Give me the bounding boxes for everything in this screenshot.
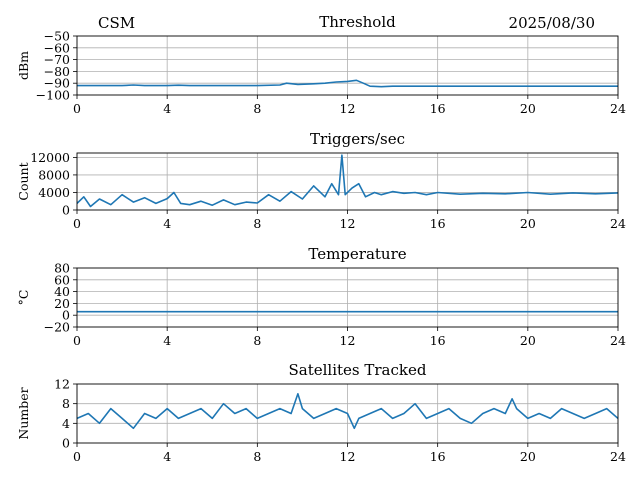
y-tick-label: −100 bbox=[36, 88, 70, 103]
y-tick-label: −90 bbox=[44, 76, 70, 91]
y-tick-label: 4000 bbox=[38, 185, 70, 200]
y-axis-label: °C bbox=[16, 290, 31, 306]
header-left-label: CSM bbox=[98, 14, 135, 32]
chart-title: Triggers/sec bbox=[310, 130, 405, 148]
x-tick-label: 12 bbox=[340, 449, 356, 464]
y-tick-label: −20 bbox=[44, 320, 70, 335]
x-tick-label: 16 bbox=[430, 216, 446, 231]
chart-title: Satellites Tracked bbox=[289, 361, 427, 379]
x-tick-label: 24 bbox=[610, 333, 626, 348]
y-tick-label: 0 bbox=[62, 203, 70, 218]
x-tick-label: 8 bbox=[253, 333, 261, 348]
y-tick-label: −80 bbox=[44, 64, 70, 79]
plot-frame bbox=[76, 152, 619, 211]
x-tick-label: 0 bbox=[73, 333, 81, 348]
series-line bbox=[77, 154, 618, 208]
x-tick-label: 0 bbox=[73, 449, 81, 464]
chart-panel-1: Threshold 0 4 8 12 16 20 24 −50−60−70−80−90−100 d… bbox=[16, 13, 626, 116]
y-axis-label: Number bbox=[16, 387, 31, 439]
x-tick-label: 0 bbox=[73, 101, 81, 116]
x-tick-label: 12 bbox=[340, 101, 356, 116]
plot-frame bbox=[76, 267, 619, 328]
x-tick-label: 8 bbox=[253, 101, 261, 116]
y-tick-label: 12000 bbox=[30, 150, 70, 165]
chart-title: Threshold bbox=[319, 13, 396, 31]
x-tick-label: 24 bbox=[610, 101, 626, 116]
x-tick-label: 4 bbox=[163, 449, 171, 464]
y-tick-label: −70 bbox=[44, 52, 70, 67]
x-tick-label: 4 bbox=[163, 216, 171, 231]
series-line bbox=[77, 392, 618, 430]
x-tick-label: 16 bbox=[430, 333, 446, 348]
x-tick-label: 8 bbox=[253, 216, 261, 231]
x-tick-label: 12 bbox=[340, 333, 356, 348]
y-axis-label: dBm bbox=[16, 51, 31, 80]
chart-title: Temperature bbox=[308, 245, 406, 263]
x-tick-label: 20 bbox=[520, 333, 536, 348]
y-tick-label: 0 bbox=[62, 436, 70, 451]
chart-panel-2: Triggers/sec 0 4 8 12 16 20 24 0 4000 8000 12000Cou… bbox=[16, 130, 626, 231]
x-tick-label: 24 bbox=[610, 449, 626, 464]
y-tick-label: 60 bbox=[54, 272, 70, 287]
y-tick-label: 8000 bbox=[38, 167, 70, 182]
series-line bbox=[77, 79, 618, 88]
y-tick-label: 20 bbox=[54, 296, 70, 311]
y-tick-label: 4 bbox=[62, 416, 70, 431]
y-tick-label: 12 bbox=[54, 377, 70, 392]
x-tick-label: 4 bbox=[163, 101, 171, 116]
y-tick-label: 8 bbox=[62, 396, 70, 411]
plot-frame bbox=[76, 35, 619, 96]
y-tick-label: 0 bbox=[62, 308, 70, 323]
y-tick-label: −60 bbox=[44, 40, 70, 55]
y-axis-label: Count bbox=[16, 162, 31, 200]
x-tick-label: 16 bbox=[430, 449, 446, 464]
chart-panel-4: Satellites Tracked 0 4 8 12 16 20 24 0 4 8 12 Number bbox=[16, 361, 626, 464]
x-tick-label: 12 bbox=[340, 216, 356, 231]
y-tick-label: 80 bbox=[54, 261, 70, 276]
x-tick-label: 24 bbox=[610, 216, 626, 231]
header-date: 2025/08/30 bbox=[509, 14, 595, 32]
x-tick-label: 20 bbox=[520, 216, 536, 231]
x-tick-label: 0 bbox=[73, 216, 81, 231]
x-tick-label: 16 bbox=[430, 101, 446, 116]
x-tick-label: 8 bbox=[253, 449, 261, 464]
x-tick-label: 20 bbox=[520, 449, 536, 464]
y-tick-label: 40 bbox=[54, 284, 70, 299]
plot-frame bbox=[76, 383, 619, 444]
y-tick-label: −50 bbox=[44, 29, 70, 44]
x-tick-label: 20 bbox=[520, 101, 536, 116]
x-tick-label: 4 bbox=[163, 333, 171, 348]
